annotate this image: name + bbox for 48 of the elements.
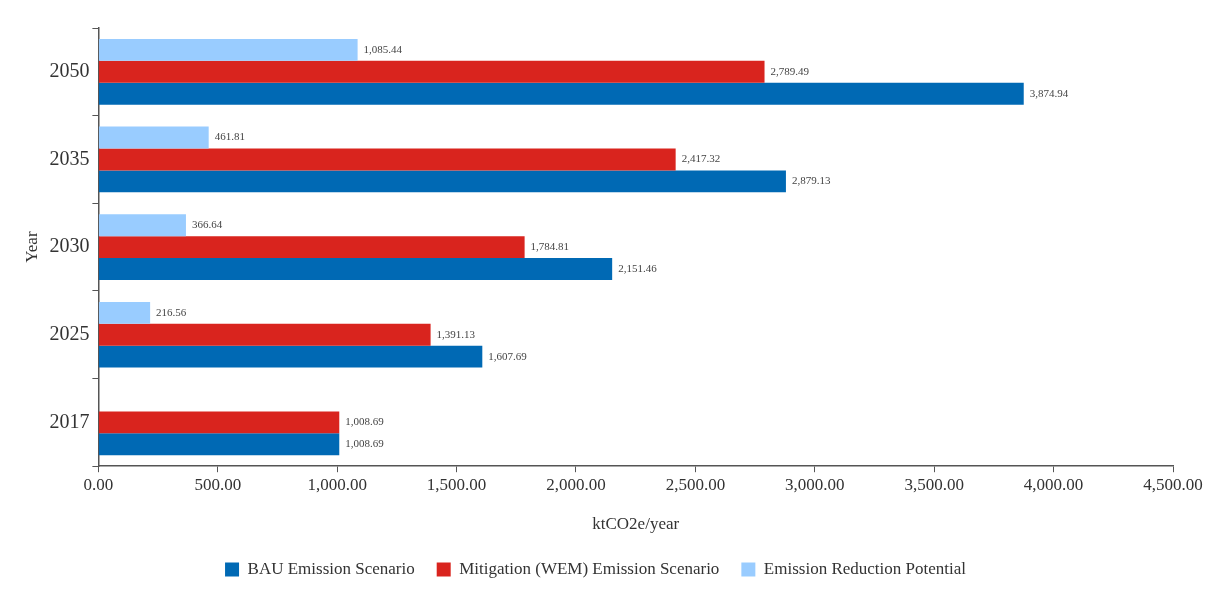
bar <box>98 214 186 237</box>
data-label: 1,607.69 <box>488 349 528 362</box>
y-tick-label: 2030 <box>49 234 90 257</box>
data-label: 1,008.69 <box>345 437 385 450</box>
y-tick-label: 2050 <box>49 59 90 82</box>
bar <box>98 345 483 368</box>
data-label: 2,417.32 <box>681 152 721 165</box>
data-label: 3,874.94 <box>1029 86 1069 99</box>
data-label: 2,789.49 <box>770 64 810 77</box>
bar <box>98 258 613 280</box>
y-tick-label: 2035 <box>49 146 90 169</box>
data-label: 2,151.46 <box>618 261 658 274</box>
data-label: 1,391.13 <box>436 327 476 340</box>
bar <box>98 323 431 346</box>
x-tick-label: 2,500.00 <box>665 474 726 494</box>
y-tick-label: 2025 <box>49 321 90 344</box>
x-tick-label: 2,000.00 <box>546 474 606 494</box>
y-axis-title: Year <box>21 231 41 263</box>
x-tick-label: 4,500.00 <box>1143 474 1203 494</box>
bar <box>98 411 340 434</box>
x-tick-label: 0.00 <box>83 474 114 494</box>
data-label: 216.56 <box>156 305 187 318</box>
data-label: 461.81 <box>214 130 245 143</box>
legend-label: BAU Emission Scenario <box>247 558 415 578</box>
x-tick-label: 1,000.00 <box>307 474 367 494</box>
bar <box>98 148 676 171</box>
bar <box>98 126 209 149</box>
bar <box>98 60 765 83</box>
x-tick-label: 1,500.00 <box>426 474 487 494</box>
x-tick-label: 500.00 <box>194 474 242 494</box>
bar <box>98 236 525 259</box>
x-axis-title: ktCO2e/year <box>592 514 680 534</box>
bar <box>98 82 1024 105</box>
bar <box>98 170 786 193</box>
data-label: 1,784.81 <box>530 239 570 252</box>
bar <box>98 433 340 456</box>
data-label: 1,085.44 <box>363 42 403 55</box>
x-tick-label: 4,000.00 <box>1023 474 1084 494</box>
data-label: 1,008.69 <box>345 415 385 428</box>
data-label: 2,879.13 <box>791 174 831 187</box>
legend-label: Emission Reduction Potential <box>763 558 967 578</box>
y-tick-label: 2017 <box>49 409 90 432</box>
data-label: 366.64 <box>191 218 223 231</box>
x-tick-label: 3,500.00 <box>904 474 964 494</box>
x-tick-label: 3,000.00 <box>785 474 845 494</box>
bar <box>98 301 151 324</box>
legend-label: Mitigation (WEM) Emission Scenario <box>459 558 720 578</box>
bar <box>98 38 358 61</box>
